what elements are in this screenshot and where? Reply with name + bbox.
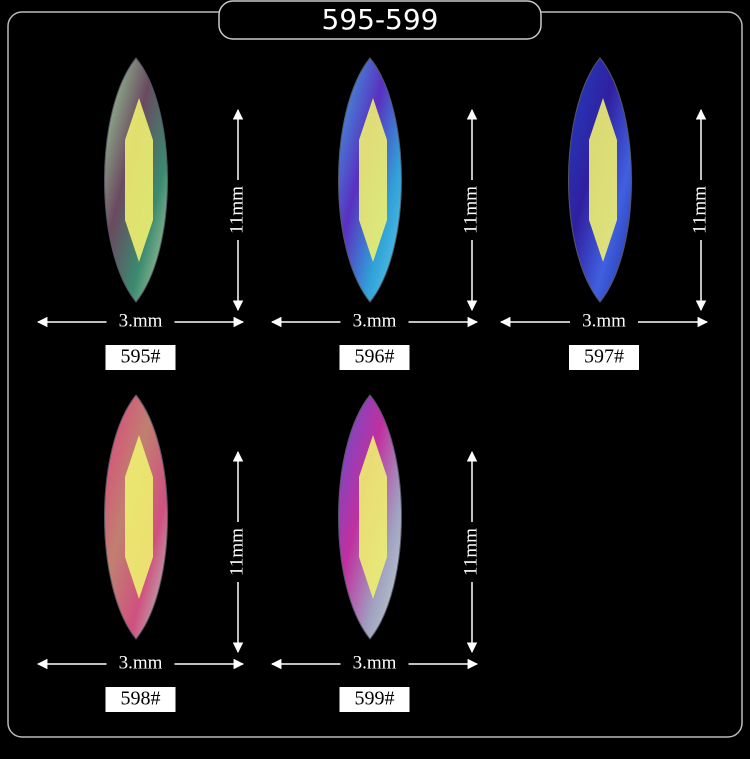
code-label-bg bbox=[339, 687, 410, 712]
product: 11mm 3.mm 595# bbox=[36, 57, 249, 370]
gem-facet bbox=[359, 98, 387, 262]
code-label: 595# bbox=[121, 346, 161, 368]
gem-facet bbox=[125, 435, 153, 599]
height-label-bg bbox=[690, 180, 712, 240]
height-label: 11mm bbox=[226, 528, 247, 576]
height-label-bg bbox=[227, 180, 249, 240]
code-label-bg bbox=[339, 345, 410, 370]
code-label: 596# bbox=[355, 346, 395, 368]
code-label: 598# bbox=[121, 688, 161, 710]
width-label-bg bbox=[106, 653, 175, 675]
height-label: 11mm bbox=[226, 186, 247, 234]
height-label-bg bbox=[461, 522, 483, 582]
code-label: 599# bbox=[355, 688, 395, 710]
title: 595-599 bbox=[322, 3, 439, 36]
gem-facet bbox=[359, 435, 387, 599]
width-label-bg bbox=[340, 653, 409, 675]
code-label-bg bbox=[105, 345, 176, 370]
width-label-bg bbox=[570, 311, 638, 333]
height-label: 11mm bbox=[460, 528, 481, 576]
width-label: 3.mm bbox=[353, 652, 397, 673]
gem-facet bbox=[589, 98, 617, 262]
height-label-bg bbox=[227, 522, 249, 582]
width-label: 3.mm bbox=[119, 310, 163, 331]
width-label-bg bbox=[106, 311, 175, 333]
height-label: 11mm bbox=[689, 186, 710, 234]
width-label-bg bbox=[340, 311, 409, 333]
gem-facet bbox=[125, 98, 153, 262]
product: 11mm 3.mm 596# bbox=[270, 57, 483, 370]
product: 11mm 3.mm 597# bbox=[499, 57, 712, 370]
product: 11mm 3.mm 598# bbox=[36, 394, 249, 712]
height-label: 11mm bbox=[460, 186, 481, 234]
product: 11mm 3.mm 599# bbox=[270, 394, 483, 712]
code-label: 597# bbox=[584, 346, 624, 368]
code-label-bg bbox=[105, 687, 176, 712]
height-label-bg bbox=[461, 180, 483, 240]
width-label: 3.mm bbox=[119, 652, 163, 673]
title-pill bbox=[218, 0, 542, 40]
width-label: 3.mm bbox=[353, 310, 397, 331]
width-label: 3.mm bbox=[582, 310, 626, 331]
code-label-bg bbox=[569, 345, 639, 370]
